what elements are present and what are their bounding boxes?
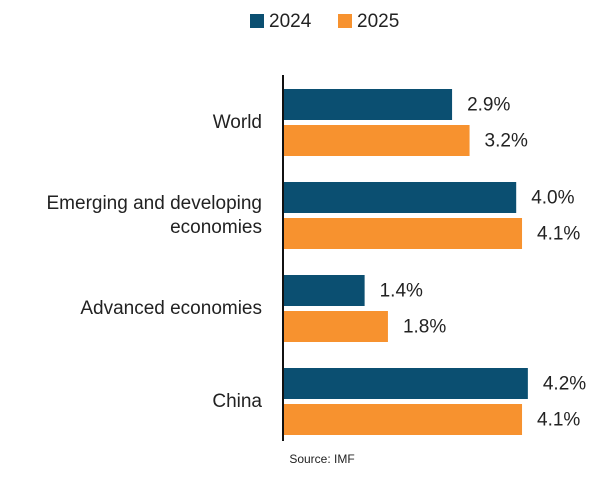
value-label: 2.9% <box>467 95 510 116</box>
category-label: Advanced economies <box>80 297 262 319</box>
legend-label: 2024 <box>269 11 312 32</box>
bar <box>283 218 523 249</box>
value-label: 4.1% <box>537 410 580 431</box>
category-label: China <box>212 390 262 412</box>
value-label: 3.2% <box>485 131 528 152</box>
bar <box>283 89 453 120</box>
bar <box>283 275 365 306</box>
value-label: 4.0% <box>531 188 574 209</box>
value-label: 1.8% <box>403 317 446 338</box>
bar <box>283 404 523 435</box>
category-label: World <box>212 111 262 133</box>
source: Source: IMF <box>289 452 354 466</box>
legend-swatch <box>250 14 264 28</box>
legend-label: 2025 <box>357 11 399 32</box>
bar <box>283 182 517 213</box>
value-label: 4.2% <box>543 374 586 395</box>
bar <box>283 311 388 342</box>
value-label: 4.1% <box>537 224 580 245</box>
bar <box>283 368 528 399</box>
value-label: 1.4% <box>380 281 423 302</box>
legend-swatch <box>338 14 352 28</box>
category-label: Emerging and developing economies <box>46 192 263 238</box>
bar <box>283 125 470 156</box>
